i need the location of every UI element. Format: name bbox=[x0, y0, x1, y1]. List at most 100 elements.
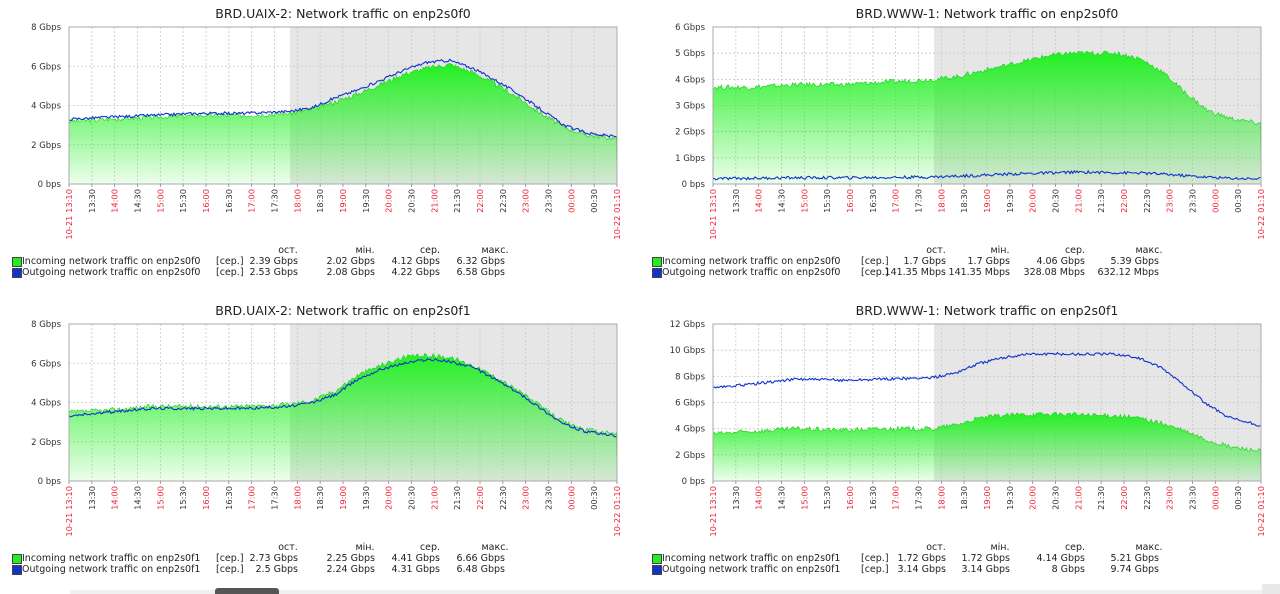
x-tick-label: 00:30 bbox=[589, 486, 599, 510]
y-tick-label: 8 Gbps bbox=[31, 320, 61, 330]
x-tick-label: 23:30 bbox=[1188, 486, 1198, 510]
x-tick-label: 10-21 13:10 bbox=[64, 486, 74, 537]
x-tick-label: 00:00 bbox=[1210, 486, 1220, 510]
x-tick-label: 20:00 bbox=[1028, 486, 1038, 510]
series-area-incoming bbox=[712, 411, 1262, 482]
x-tick-label: 16:00 bbox=[845, 189, 855, 213]
y-tick-label: 6 Gbps bbox=[675, 23, 705, 33]
x-tick-label: 16:30 bbox=[224, 486, 234, 510]
x-tick-label: 21:00 bbox=[429, 189, 439, 213]
x-tick-label: 23:30 bbox=[1188, 189, 1198, 213]
y-tick-label: 8 Gbps bbox=[31, 23, 61, 33]
x-tick-label: 14:30 bbox=[133, 486, 143, 510]
x-tick-label: 22:00 bbox=[475, 189, 485, 213]
x-tick-label: 13:30 bbox=[87, 486, 97, 510]
y-tick-label: 4 Gbps bbox=[675, 75, 705, 85]
x-tick-label: 15:30 bbox=[822, 486, 832, 510]
x-tick-label: 22:30 bbox=[1142, 486, 1152, 510]
x-tick-label: 15:00 bbox=[155, 486, 165, 510]
graph-svg: BRD.UAIX-2: Network traffic on enp2s0f0 0… bbox=[31, 6, 622, 240]
x-tick-label: 14:00 bbox=[110, 189, 120, 213]
x-tick-label: 18:00 bbox=[936, 189, 946, 213]
horizontal-scrollbar-track[interactable] bbox=[70, 590, 1270, 594]
x-tick-label: 21:30 bbox=[452, 486, 462, 510]
chart-title: BRD.UAIX-2: Network traffic on enp2s0f0 bbox=[215, 6, 471, 21]
x-tick-label: 19:00 bbox=[982, 486, 992, 510]
x-tick-label: 13:30 bbox=[731, 189, 741, 213]
graph-panel-www1-f1: BRD.WWW-1: Network traffic on enp2s0f1 0 … bbox=[640, 297, 1280, 594]
x-tick-label: 17:00 bbox=[891, 189, 901, 213]
horizontal-scrollbar-thumb[interactable] bbox=[215, 588, 279, 594]
chart-title: BRD.WWW-1: Network traffic on enp2s0f0 bbox=[856, 6, 1119, 21]
x-tick-label: 18:00 bbox=[936, 486, 946, 510]
x-tick-label: 13:30 bbox=[731, 486, 741, 510]
x-tick-label: 10-21 13:10 bbox=[708, 189, 718, 240]
series-line-outgoing bbox=[713, 351, 1261, 427]
x-tick-label: 10-22 01:10 bbox=[612, 486, 622, 537]
series-line-outgoing bbox=[68, 58, 617, 138]
x-tick-label: 00:00 bbox=[566, 189, 576, 213]
x-tick-label: 23:00 bbox=[1165, 486, 1175, 510]
x-tick-label: 17:30 bbox=[914, 486, 924, 510]
y-tick-label: 12 Gbps bbox=[670, 320, 706, 330]
x-tick-label: 18:00 bbox=[292, 486, 302, 510]
x-tick-label: 20:00 bbox=[1028, 189, 1038, 213]
x-tick-label: 15:30 bbox=[178, 486, 188, 510]
x-tick-label: 00:00 bbox=[1210, 189, 1220, 213]
x-tick-label: 19:00 bbox=[982, 189, 992, 213]
x-tick-label: 20:00 bbox=[384, 486, 394, 510]
x-tick-label: 22:30 bbox=[498, 486, 508, 510]
y-tick-label: 2 Gbps bbox=[31, 438, 61, 448]
x-tick-label: 19:00 bbox=[338, 189, 348, 213]
x-tick-label: 18:30 bbox=[315, 189, 325, 213]
y-tick-label: 2 Gbps bbox=[675, 128, 705, 138]
y-tick-label: 2 Gbps bbox=[675, 451, 705, 461]
y-tick-label: 10 Gbps bbox=[670, 346, 706, 356]
x-tick-label: 23:00 bbox=[1165, 189, 1175, 213]
x-tick-label: 14:30 bbox=[777, 486, 787, 510]
chart-title: BRD.UAIX-2: Network traffic on enp2s0f1 bbox=[215, 303, 471, 318]
series-area-incoming bbox=[712, 50, 1262, 185]
graph-panel-uaix2-f1: BRD.UAIX-2: Network traffic on enp2s0f1 0… bbox=[0, 297, 640, 594]
y-tick-label: 8 Gbps bbox=[675, 372, 705, 382]
x-tick-label: 15:00 bbox=[155, 189, 165, 213]
x-tick-label: 00:00 bbox=[566, 486, 576, 510]
x-tick-label: 22:00 bbox=[475, 486, 485, 510]
x-tick-label: 15:30 bbox=[822, 189, 832, 213]
x-tick-label: 10-22 01:10 bbox=[612, 189, 622, 240]
x-tick-label: 19:00 bbox=[338, 486, 348, 510]
x-tick-label: 16:00 bbox=[201, 189, 211, 213]
x-tick-label: 17:00 bbox=[247, 486, 257, 510]
graph-svg: BRD.WWW-1: Network traffic on enp2s0f0 0 … bbox=[675, 6, 1266, 240]
y-tick-label: 0 bps bbox=[682, 180, 706, 190]
x-tick-label: 21:30 bbox=[1096, 189, 1106, 213]
x-tick-label: 23:30 bbox=[544, 486, 554, 510]
x-tick-label: 17:00 bbox=[247, 189, 257, 213]
x-tick-label: 13:30 bbox=[87, 189, 97, 213]
x-tick-label: 15:00 bbox=[799, 189, 809, 213]
series-area-incoming bbox=[68, 63, 618, 185]
graph-svg: BRD.UAIX-2: Network traffic on enp2s0f1 0… bbox=[31, 303, 622, 537]
x-tick-label: 17:30 bbox=[914, 189, 924, 213]
y-tick-label: 1 Gbps bbox=[675, 154, 705, 164]
x-tick-label: 14:00 bbox=[110, 486, 120, 510]
y-tick-label: 0 bps bbox=[38, 477, 62, 487]
x-tick-label: 19:30 bbox=[1005, 486, 1015, 510]
x-tick-label: 22:30 bbox=[1142, 189, 1152, 213]
x-tick-label: 16:00 bbox=[201, 486, 211, 510]
x-tick-label: 18:30 bbox=[959, 189, 969, 213]
y-tick-label: 4 Gbps bbox=[31, 102, 61, 112]
x-tick-label: 21:00 bbox=[429, 486, 439, 510]
x-tick-label: 19:30 bbox=[1005, 189, 1015, 213]
x-tick-label: 21:30 bbox=[1096, 486, 1106, 510]
x-tick-label: 19:30 bbox=[361, 486, 371, 510]
y-tick-label: 0 bps bbox=[38, 180, 62, 190]
x-tick-label: 00:30 bbox=[1233, 486, 1243, 510]
x-tick-label: 23:00 bbox=[521, 189, 531, 213]
x-tick-label: 15:30 bbox=[178, 189, 188, 213]
x-tick-label: 10-21 13:10 bbox=[64, 189, 74, 240]
x-tick-label: 20:30 bbox=[1051, 189, 1061, 213]
x-tick-label: 21:00 bbox=[1073, 486, 1083, 510]
graph-panel-www1-f0: BRD.WWW-1: Network traffic on enp2s0f0 0 … bbox=[640, 0, 1280, 297]
y-tick-label: 6 Gbps bbox=[31, 62, 61, 72]
